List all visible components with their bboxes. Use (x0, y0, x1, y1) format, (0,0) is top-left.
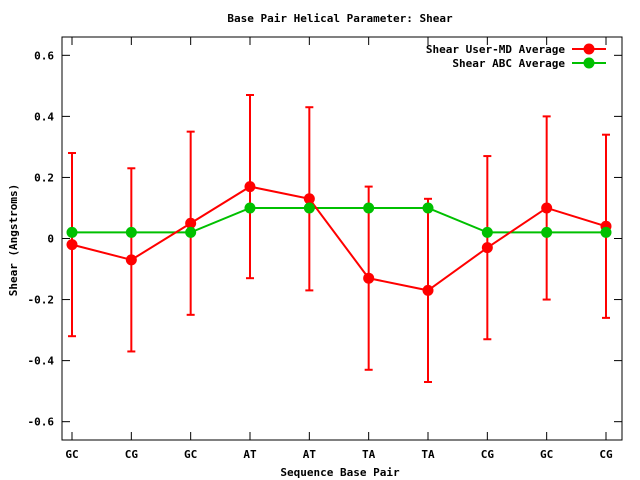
y-tick-label: -0.4 (28, 355, 55, 368)
plot-frame (61, 36, 623, 441)
data-point-user-md (244, 181, 256, 193)
x-tick-label: CG (125, 448, 139, 461)
x-tick-label: GC (184, 448, 197, 461)
data-point-abc (541, 226, 553, 238)
data-point-user-md (541, 202, 553, 214)
y-axis-label: Shear (Angstroms) (7, 184, 20, 297)
x-tick-label: CG (481, 448, 495, 461)
series-line-user-md (71, 185, 607, 292)
x-tick-label: GC (65, 448, 78, 461)
x-axis: GC CG GC AT AT TA TA CG GC CG (65, 37, 613, 461)
x-tick-label: AT (243, 448, 257, 461)
y-tick-label: 0.6 (34, 49, 54, 62)
legend-label: Shear User-MD Average (426, 43, 565, 56)
legend-label: Shear ABC Average (452, 57, 565, 70)
x-tick-label: CG (599, 448, 613, 461)
x-tick-label: AT (303, 448, 317, 461)
y-tick-label: 0 (47, 233, 54, 246)
y-tick-label: -0.6 (28, 416, 55, 429)
data-point-user-md (125, 254, 137, 266)
data-point-user-md (185, 217, 197, 229)
legend-marker (583, 43, 595, 55)
legend-marker (583, 57, 595, 69)
x-tick-label: TA (421, 448, 435, 461)
data-point-user-md (363, 272, 375, 284)
data-point-abc (600, 226, 612, 238)
x-tick-label: TA (362, 448, 376, 461)
data-point-abc (303, 202, 315, 214)
data-point-abc (125, 226, 137, 238)
x-tick-label: GC (540, 448, 553, 461)
x-axis-label: Sequence Base Pair (280, 466, 400, 479)
data-point-abc (244, 202, 256, 214)
data-point-user-md (303, 193, 315, 205)
data-point-user-md (66, 239, 78, 251)
y-axis: -0.6 -0.4 -0.2 0 0.2 0.4 0.6 (28, 49, 622, 429)
data-point-user-md (481, 242, 493, 254)
y-tick-label: 0.2 (34, 171, 54, 184)
data-point-abc (481, 226, 493, 238)
y-tick-label: 0.4 (34, 110, 54, 123)
series-layer (66, 94, 612, 383)
chart-title: Base Pair Helical Parameter: Shear (227, 12, 453, 25)
y-tick-label: -0.2 (28, 294, 55, 307)
data-point-abc (363, 202, 375, 214)
data-point-abc (185, 226, 197, 238)
series-line-abc (72, 206, 606, 234)
data-point-user-md (422, 284, 434, 296)
data-point-abc (66, 226, 78, 238)
data-point-abc (422, 202, 434, 214)
